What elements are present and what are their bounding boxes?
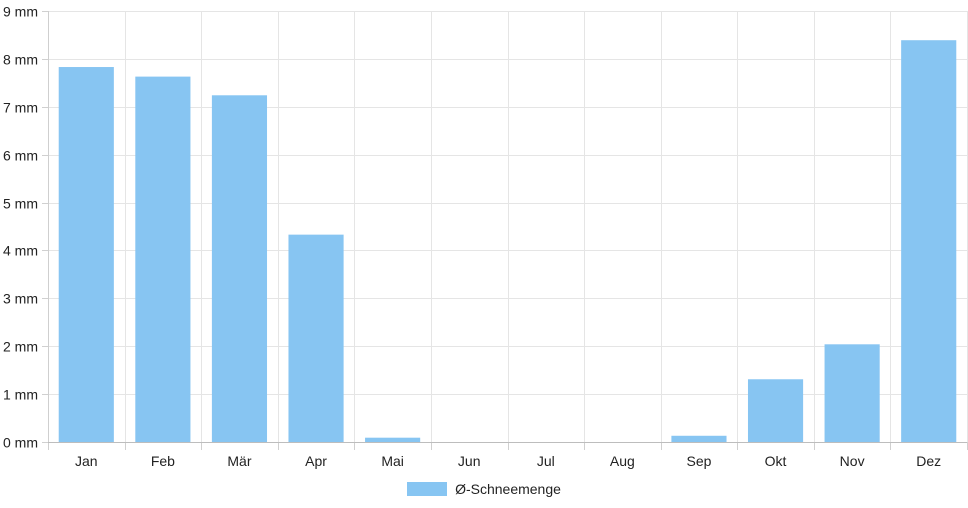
bar-feb [135,76,191,442]
y-tick-label: 7 mm [3,100,38,116]
x-tick-label: Mai [381,453,404,469]
x-tick-label: Aug [610,453,635,469]
x-tick-label: Nov [840,453,865,469]
x-tick-label: Apr [305,453,327,469]
x-tick-label: Jul [537,453,555,469]
y-tick-label: 1 mm [3,387,38,403]
bar-nov [824,344,880,442]
x-tick-label: Feb [151,453,175,469]
bar-apr [288,234,344,442]
bar-sep [671,435,727,442]
y-tick-label: 2 mm [3,339,38,355]
y-tick-label: 3 mm [3,291,38,307]
x-tick-label: Sep [686,453,711,469]
bar-jan [58,67,114,442]
y-tick-label: 9 mm [3,4,38,20]
y-tick-label: 8 mm [3,52,38,68]
y-tick-label: 6 mm [3,148,38,164]
x-tick-label: Okt [765,453,787,469]
legend[interactable]: Ø-Schneemenge [0,481,968,497]
bar-mai [365,437,421,442]
bar-dez [901,40,957,443]
y-tick-label: 4 mm [3,243,38,259]
y-tick-label: 5 mm [3,196,38,212]
legend-swatch [407,482,448,496]
bar-okt [747,379,804,442]
bar-layer [58,40,957,443]
bar-mär [211,95,268,442]
y-tick-label: 0 mm [3,435,38,451]
x-tick-label: Mär [227,453,251,469]
label-layer: 0 mm 1 mm 2 mm 3 mm 4 mm 5 mm 6 mm 7 mm 8 mm 9 mm… [3,4,941,470]
axis-layer [42,11,968,450]
x-tick-label: Dez [916,453,941,469]
x-tick-label: Jan [75,453,98,469]
legend-label: Ø-Schneemenge [455,481,561,497]
x-tick-label: Jun [458,453,481,469]
